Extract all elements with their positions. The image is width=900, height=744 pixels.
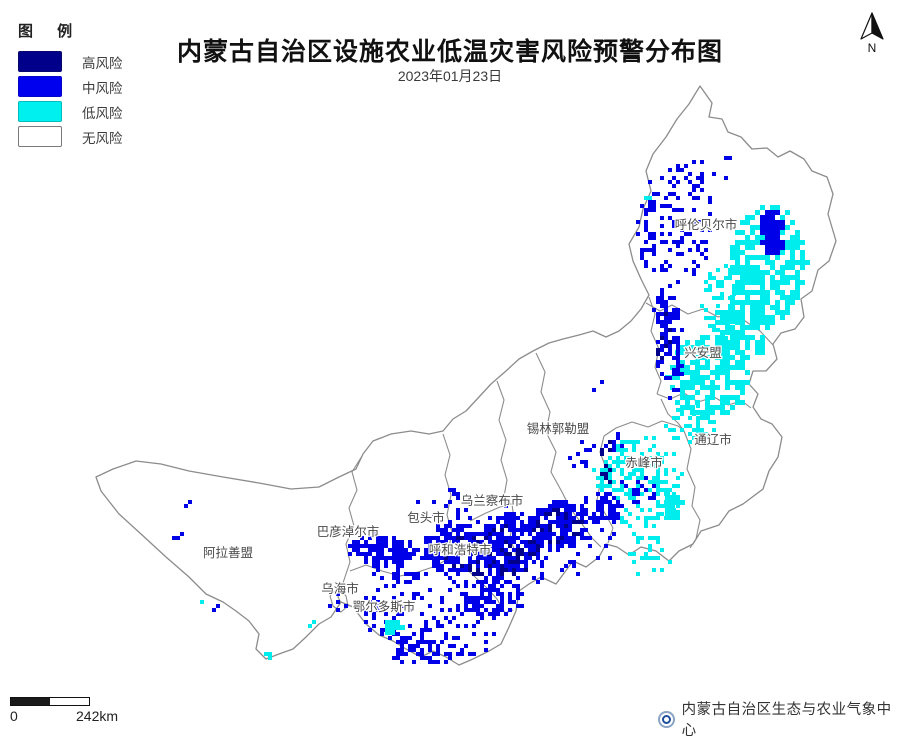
risk-cluster-chifeng-low-blob (665, 490, 685, 520)
map-region-label-7: 巴彦淖尔市 (317, 524, 380, 539)
risk-cluster-hinggan-low (665, 335, 750, 420)
risk-cluster-chifeng-west-mid (604, 432, 624, 452)
risk-cluster-alxa-mid-dots-2 (172, 532, 184, 540)
map-region-label-10: 乌海市 (321, 581, 359, 596)
map-region-label-1: 兴安盟 (684, 345, 722, 360)
high-risk-swatch (18, 51, 62, 72)
map-region-label-11: 鄂尔多斯市 (353, 599, 416, 614)
risk-cluster-xilingol-low-dots (592, 468, 612, 492)
scale-bar-labels: 0 242km (10, 708, 170, 724)
risk-cluster-west-band-high-1 (444, 524, 540, 576)
north-arrow-right-half (871, 12, 884, 40)
legend-title: 图 例 (18, 23, 83, 40)
map-region-label-2: 锡林郭勒盟 (527, 421, 590, 436)
risk-cluster-wuhai-west-low (308, 620, 316, 628)
map-region-label-5: 乌兰察布市 (461, 493, 524, 508)
high-risk-label: 高风险 (82, 55, 123, 71)
attribution: 内蒙古自治区生态与农业气象中心 (658, 698, 900, 740)
legend: 图 例 高风险 中风险 低风险 无风险 (18, 20, 123, 151)
mid-risk-label: 中风险 (82, 80, 123, 96)
risk-cluster-hulunbuir-nw-low (644, 196, 652, 200)
map-region-label-8: 呼和浩特市 (429, 542, 492, 557)
risk-cluster-hulunbuir-east-mid-core (760, 210, 785, 255)
meteo-center-logo-inner-ring (661, 714, 671, 724)
risk-cluster-alxa-low-dot-1 (200, 600, 204, 604)
risk-cluster-ordos-ne-mid (464, 576, 524, 620)
page-title: 内蒙古自治区设施农业低温灾害风险预警分布图 (176, 38, 723, 66)
risk-cluster-xilingol-mid-dots (568, 440, 596, 468)
attribution-text: 内蒙古自治区生态与农业气象中心 (681, 702, 892, 739)
no-risk-swatch (18, 126, 62, 147)
north-arrow-letter: N (868, 41, 877, 55)
risk-cluster-west-band-ne-tail-mid (620, 476, 656, 504)
risk-cluster-west-band-fringe-mid (428, 504, 616, 588)
risk-cluster-hulunbuir-single-mid (724, 156, 732, 160)
risk-pixel-layer (172, 156, 810, 664)
scale-bar: 0 242km (10, 697, 170, 724)
low-risk-label: 低风险 (82, 105, 123, 121)
legend-row-high: 高风险 (18, 51, 123, 72)
risk-cluster-hulunbuir-west-mid (636, 168, 712, 284)
legend-row-mid: 中风险 (18, 76, 123, 97)
mid-risk-swatch (18, 76, 62, 97)
scale-end-label: 242km (76, 708, 119, 724)
risk-cluster-hulunbuir-sw-mid (652, 284, 676, 328)
legend-row-none: 无风险 (18, 126, 123, 147)
risk-cluster-alxa-mid-dot-3 (212, 604, 220, 612)
risk-cluster-alxa-low-dot-2 (264, 652, 272, 660)
map-region-label-6: 包头市 (407, 510, 445, 525)
risk-cluster-hinggan-west-mid (656, 304, 684, 400)
meteo-center-logo-icon (658, 710, 675, 728)
no-risk-label: 无风险 (82, 130, 123, 146)
province-outline (95, 85, 837, 666)
risk-cluster-west-band-high-2 (532, 508, 584, 544)
map-date: 2023年01月23日 (397, 68, 503, 84)
north-arrow: N (860, 12, 884, 55)
risk-cluster-hulunbuir-transition-low (700, 264, 744, 344)
risk-cluster-tongliao-north-low (664, 404, 716, 444)
risk-cluster-wuhai-mid-dots (328, 592, 348, 612)
map-region-label-3: 通辽市 (694, 432, 732, 447)
map-region-label-9: 阿拉善盟 (203, 545, 253, 560)
map-region-label-0: 呼伦贝尔市 (675, 217, 738, 232)
risk-cluster-xilingol-single-mid (592, 380, 604, 392)
risk-cluster-baotou-north-mid (416, 488, 460, 516)
risk-cluster-chifeng-south-low (628, 524, 672, 576)
scale-bar-filled-half (11, 698, 50, 705)
risk-cluster-ordos-low-blob (385, 620, 405, 635)
low-risk-swatch (18, 101, 62, 122)
scale-bar-graphic (10, 697, 90, 706)
map-region-label-4: 赤峰市 (625, 455, 663, 470)
risk-cluster-hulunbuir-north-mid (676, 160, 728, 192)
risk-cluster-ordos-south-mid (392, 636, 456, 664)
legend-row-low: 低风险 (18, 101, 123, 122)
risk-cluster-bayannur-scatter-mid (368, 548, 436, 580)
scale-bar-empty-half (50, 698, 89, 705)
risk-cluster-alxa-mid-dots-1 (184, 500, 192, 508)
north-arrow-left-half (860, 12, 873, 40)
scale-start-label: 0 (10, 708, 18, 724)
